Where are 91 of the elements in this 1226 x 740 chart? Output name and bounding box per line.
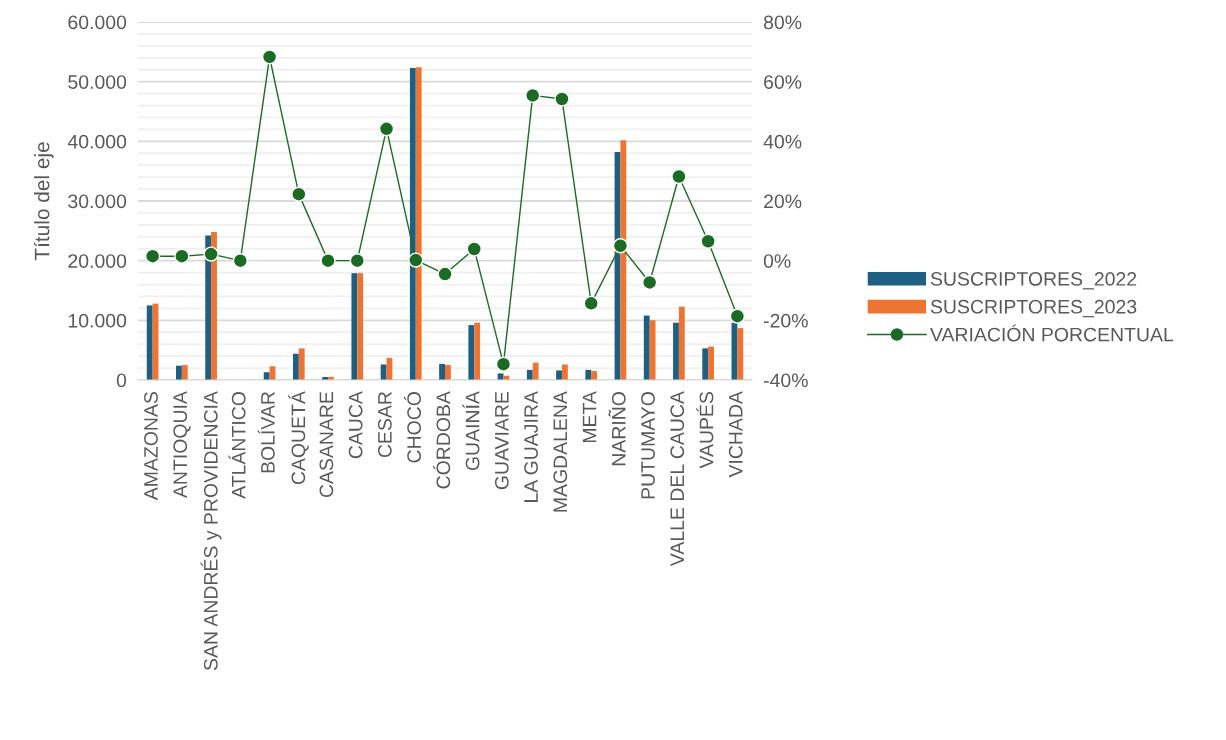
- point: [203, 246, 219, 262]
- bar: [708, 346, 714, 380]
- point: [378, 121, 395, 137]
- x-tick-label: PUTUMAYO: [641, 392, 655, 499]
- bar: [205, 235, 212, 380]
- x-tick-label: CÓRDOBA: [433, 391, 451, 489]
- y-axis-title: Título del eje: [33, 142, 54, 261]
- bar: [298, 348, 305, 380]
- y2-tick-label: 0%: [763, 254, 791, 268]
- bar: [439, 363, 445, 380]
- bar: [643, 315, 650, 380]
- point: [232, 253, 248, 269]
- bar: [585, 369, 592, 380]
- x-tick-label: MAGDALENA: [553, 391, 568, 512]
- point: [437, 266, 453, 282]
- bar: [357, 273, 364, 380]
- bar: [351, 273, 358, 380]
- bar: [591, 371, 598, 380]
- bar: [409, 67, 416, 380]
- y-tick-label: 60.000: [68, 15, 127, 30]
- bar: [181, 365, 188, 380]
- bar: [678, 306, 685, 380]
- bar: [211, 232, 217, 380]
- y-tick-label: 40.000: [67, 134, 127, 149]
- bar: [380, 364, 387, 380]
- point: [525, 87, 541, 104]
- point: [261, 49, 278, 65]
- point: [612, 238, 629, 254]
- bar: [263, 372, 270, 380]
- bar: [561, 364, 568, 380]
- point: [554, 91, 570, 107]
- bar: [292, 353, 299, 380]
- point: [671, 168, 687, 185]
- x-tick-label: VAUPÉS: [696, 392, 714, 469]
- x-tick-label: ANTIOQUIA: [173, 391, 191, 499]
- x-tick-label: NARIÑO: [608, 392, 626, 466]
- bar: [649, 320, 656, 380]
- x-tick-label: CHOCÓ: [403, 392, 421, 463]
- bar: [474, 322, 481, 380]
- y-tick-label: 30.000: [68, 194, 127, 209]
- point: [144, 248, 161, 264]
- y-tick-label: 10.000: [68, 313, 127, 328]
- x-tick-label: GUAVIARE: [494, 391, 509, 490]
- point: [495, 356, 512, 372]
- point: [174, 248, 190, 264]
- point: [349, 253, 365, 269]
- y-tick-label: 50.000: [68, 75, 127, 89]
- y-tick-label: 20.000: [68, 254, 127, 268]
- bar: [702, 348, 709, 380]
- x-tick-label: CAQUETÁ: [288, 391, 309, 485]
- point: [408, 252, 424, 268]
- bar: [415, 67, 422, 380]
- y2-tick-label: 60%: [764, 75, 802, 89]
- point: [729, 308, 746, 324]
- point: [291, 186, 307, 202]
- legend-label: SUSCRIPTORES_2022: [930, 272, 1137, 290]
- x-tick-label: CESAR: [377, 392, 392, 458]
- point: [466, 241, 482, 257]
- point: [320, 253, 336, 269]
- y2-tick-label: -40%: [763, 373, 808, 388]
- x-tick-label: BOLÍVAR: [257, 392, 275, 473]
- x-tick-label: CASANARE: [319, 391, 334, 498]
- bar: [468, 325, 475, 380]
- x-tick-label: ATLÁNTICO: [228, 392, 246, 499]
- point: [583, 295, 599, 311]
- x-tick-label: VICHADA: [728, 391, 743, 478]
- x-tick-label: SAN ANDRÉS y PROVIDENCIA: [200, 391, 222, 671]
- y2-tick-label: 40%: [763, 134, 802, 149]
- x-tick-label: GUAINÍA: [462, 391, 480, 471]
- bar: [526, 369, 533, 380]
- bar: [176, 365, 182, 380]
- legend-label: VARIACIÓN PORCENTUAL: [930, 324, 1174, 342]
- legend-label: SUSCRIPTORES_2023: [930, 299, 1137, 318]
- x-tick-label: LA GUAJIRA: [524, 391, 538, 502]
- point: [642, 274, 658, 291]
- bar: [532, 362, 539, 380]
- x-tick-label: CAUCA: [348, 391, 363, 459]
- bar: [620, 140, 627, 380]
- point: [700, 233, 716, 249]
- y2-tick-label: 20%: [764, 194, 802, 209]
- bar: [673, 322, 679, 380]
- bar: [146, 305, 153, 380]
- y2-tick-label: 80%: [763, 15, 802, 30]
- y-tick-label: 0: [116, 373, 127, 388]
- x-tick-label: META: [582, 391, 597, 443]
- x-tick-label: VALLE DEL CAUCA: [670, 391, 685, 567]
- y2-tick-label: -20%: [763, 313, 808, 328]
- bar: [556, 370, 562, 380]
- bar: [737, 328, 744, 380]
- bar: [445, 365, 451, 380]
- x-tick-label: AMAZONAS: [144, 392, 158, 501]
